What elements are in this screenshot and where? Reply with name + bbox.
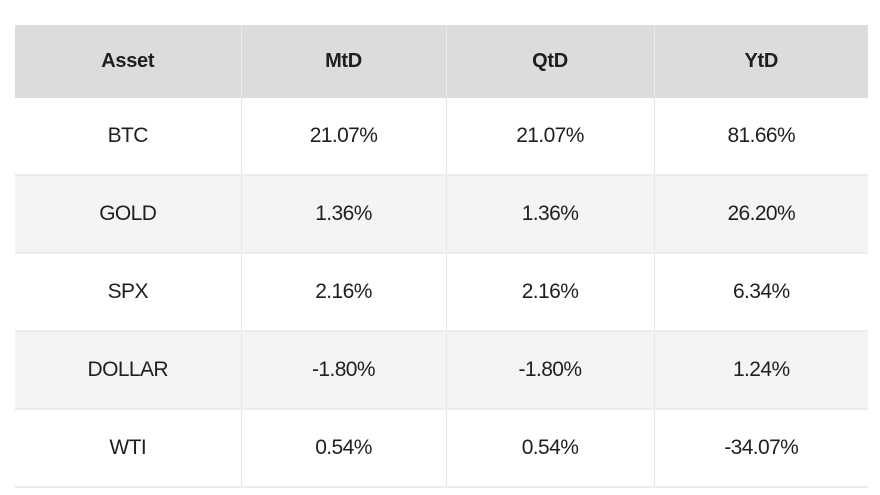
header-asset: Asset	[15, 25, 242, 98]
asset-cell: GOLD	[15, 175, 242, 254]
header-row: Asset MtD QtD YtD	[15, 25, 868, 98]
qtd-cell: 1.36%	[446, 175, 655, 254]
returns-table: Asset MtD QtD YtD BTC 21.07% 21.07% 81.6…	[15, 25, 868, 488]
ytd-cell: 26.20%	[654, 175, 868, 254]
table-header: Asset MtD QtD YtD	[15, 25, 868, 98]
asset-cell: SPX	[15, 253, 242, 332]
asset-cell: BTC	[15, 98, 242, 176]
mtd-cell: 0.54%	[241, 409, 447, 488]
header-mtd: MtD	[241, 25, 447, 98]
table-body: BTC 21.07% 21.07% 81.66% GOLD 1.36% 1.36…	[15, 98, 868, 488]
qtd-cell: -1.80%	[446, 331, 655, 410]
mtd-cell: 21.07%	[241, 98, 447, 176]
ytd-cell: 81.66%	[654, 98, 868, 176]
header-qtd: QtD	[446, 25, 655, 98]
mtd-cell: 2.16%	[241, 253, 447, 332]
ytd-cell: 6.34%	[654, 253, 868, 332]
qtd-cell: 2.16%	[446, 253, 655, 332]
mtd-cell: -1.80%	[241, 331, 447, 410]
asset-cell: DOLLAR	[15, 331, 242, 410]
table-row: DOLLAR -1.80% -1.80% 1.24%	[15, 331, 868, 410]
qtd-cell: 21.07%	[446, 98, 655, 176]
table-row: SPX 2.16% 2.16% 6.34%	[15, 253, 868, 332]
mtd-cell: 1.36%	[241, 175, 447, 254]
ytd-cell: 1.24%	[654, 331, 868, 410]
table-row: WTI 0.54% 0.54% -34.07%	[15, 409, 868, 488]
qtd-cell: 0.54%	[446, 409, 655, 488]
ytd-cell: -34.07%	[654, 409, 868, 488]
table-row: BTC 21.07% 21.07% 81.66%	[15, 98, 868, 176]
header-ytd: YtD	[654, 25, 868, 98]
returns-table-container: Asset MtD QtD YtD BTC 21.07% 21.07% 81.6…	[15, 25, 868, 488]
asset-cell: WTI	[15, 409, 242, 488]
table-row: GOLD 1.36% 1.36% 26.20%	[15, 175, 868, 254]
